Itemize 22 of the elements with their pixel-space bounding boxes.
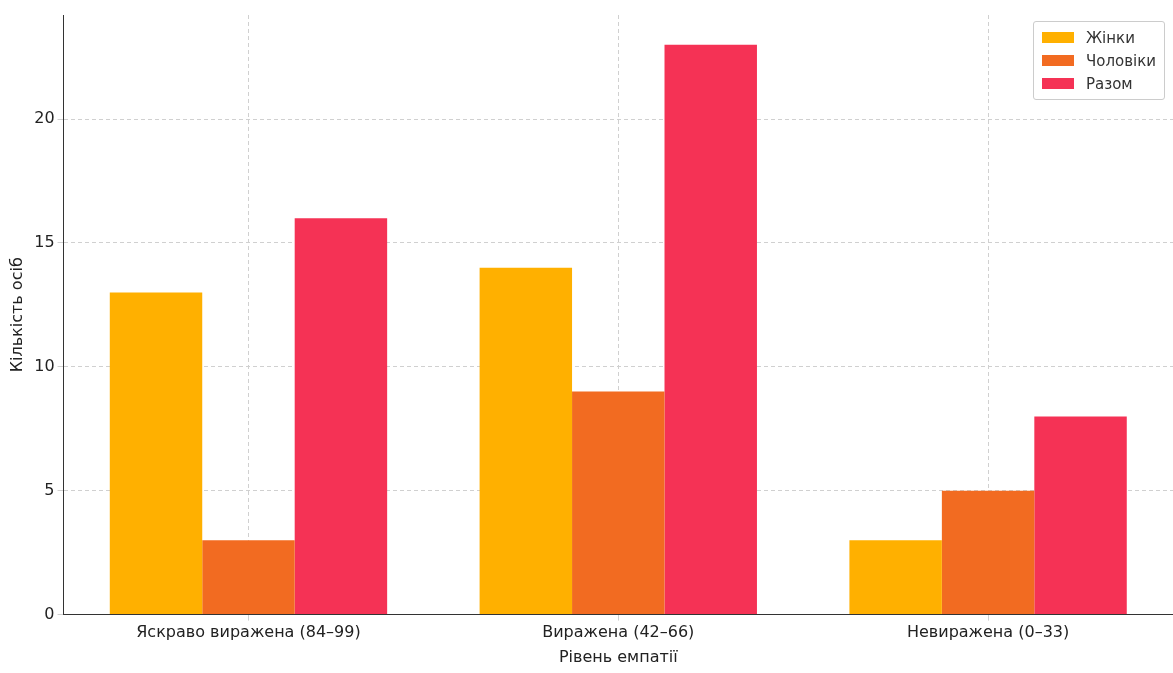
- y-tick-label: 10: [34, 355, 55, 375]
- legend-label: Жінки: [1085, 28, 1135, 47]
- y-tick-label: 20: [34, 108, 55, 128]
- bar: [202, 540, 295, 615]
- y-axis-title: Кількість осіб: [6, 257, 26, 373]
- x-tick-label: Невиражена (0–33): [906, 622, 1070, 642]
- legend-label: Разом: [1085, 74, 1133, 93]
- bar: [109, 292, 203, 615]
- bar: [479, 267, 573, 615]
- legend-label: Чоловіки: [1085, 51, 1156, 70]
- y-tick-label: 15: [34, 232, 55, 252]
- bar: [294, 218, 388, 615]
- y-tick-label: 0: [44, 603, 55, 623]
- x-axis-title: Рівень емпатії: [558, 646, 679, 666]
- bar: [572, 391, 665, 615]
- bar: [1034, 416, 1127, 615]
- x-tick-label: Виражена (42–66): [542, 622, 695, 642]
- bar: [849, 540, 942, 615]
- bar: [941, 490, 1035, 615]
- bar: [664, 44, 757, 615]
- y-tick-label: 5: [44, 479, 55, 499]
- x-tick-label: Яскраво виражена (84–99): [136, 622, 361, 642]
